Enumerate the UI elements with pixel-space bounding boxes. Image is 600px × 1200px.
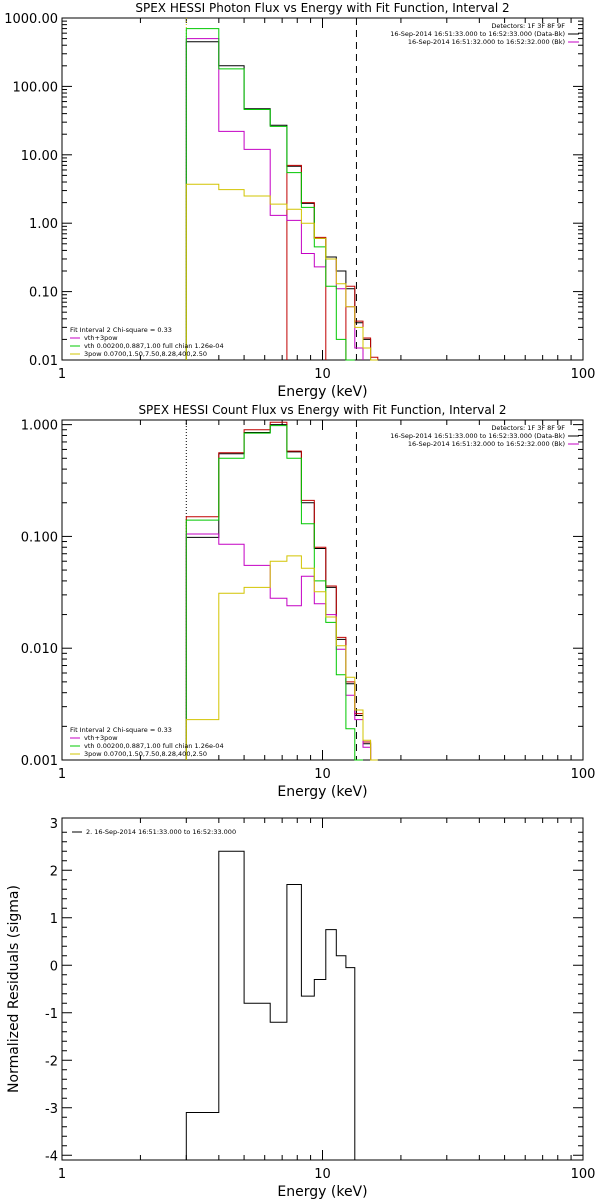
legend-entry-label: 3pow 0.0700,1.50,7.50,8.28,400,2.50	[84, 750, 207, 758]
x-tick-label: 10	[314, 767, 331, 782]
chart-panel-2: SPEX HESSI Count Flux vs Energy with Fit…	[21, 403, 596, 800]
x-tick-label: 1	[58, 367, 66, 382]
x-tick-label: 100	[571, 367, 596, 382]
series-3-histogram	[185, 533, 372, 760]
legend-entry-label: 3pow 0.0700,1.50,7.50,8.28,400,2.50	[84, 350, 207, 358]
legend-entry-label: 16-Sep-2014 16:51:33.000 to 16:52:33.000…	[390, 432, 565, 440]
series-1-histogram	[185, 850, 356, 1160]
legend-detectors: Detectors: 1F 3F 8F 9F	[491, 424, 565, 432]
series-1-histogram	[185, 41, 378, 361]
series-2-histogram	[286, 164, 379, 360]
legend-fit-info: Fit Interval 2 Chi-square = 0.33	[70, 726, 172, 734]
legend-fit-info: Fit Interval 2 Chi-square = 0.33	[70, 326, 172, 334]
plot-frame	[61, 419, 584, 761]
y-tick-label: 10.00	[21, 149, 58, 164]
x-axis-label: Energy (keV)	[277, 384, 367, 400]
x-tick-label: 1	[58, 767, 66, 782]
series-1-histogram	[185, 424, 372, 760]
y-tick-label: -1	[45, 1007, 58, 1022]
series-4-histogram	[185, 425, 363, 761]
y-tick-label: 0.100	[21, 530, 58, 545]
legend-detectors: Detectors: 1F 3F 8F 9F	[491, 22, 565, 30]
legend-entry-label: 16-Sep-2014 16:51:32.000 to 16:52:32.000…	[408, 440, 565, 448]
series-4-histogram	[185, 28, 355, 361]
y-tick-label: 0.10	[29, 286, 58, 301]
x-tick-label: 100	[571, 767, 596, 782]
chart-panel-1: SPEX HESSI Photon Flux vs Energy with Fi…	[4, 1, 595, 400]
legend-entry-label: 16-Sep-2014 16:51:32.000 to 16:52:32.000…	[408, 38, 565, 46]
x-axis-label: Energy (keV)	[277, 1184, 367, 1200]
y-tick-label: 0.001	[21, 754, 58, 769]
y-tick-label: 1.000	[21, 419, 58, 434]
x-tick-label: 100	[571, 1167, 596, 1182]
series-2-histogram	[185, 421, 372, 760]
plot-frame	[61, 817, 584, 1161]
y-tick-label: -4	[45, 1149, 58, 1164]
x-axis-label: Energy (keV)	[277, 784, 367, 800]
legend-entry-label: vth+3pow	[84, 334, 118, 342]
y-tick-label: 0	[50, 959, 58, 974]
y-tick-label: 0.01	[29, 354, 58, 369]
y-tick-label: 1.00	[29, 217, 58, 232]
y-tick-label: -3	[45, 1102, 58, 1117]
y-tick-label: 3	[50, 817, 58, 832]
chart-title: SPEX HESSI Photon Flux vs Energy with Fi…	[135, 1, 509, 15]
legend-entry-label: vth 0.00200,0.887,1.00 full chian 1.26e-…	[84, 342, 224, 350]
series-5-histogram	[185, 555, 378, 761]
x-tick-label: 10	[314, 1167, 331, 1182]
y-tick-label: 1000.00	[4, 12, 58, 27]
y-tick-label: 2	[50, 864, 58, 879]
x-tick-label: 10	[314, 367, 331, 382]
y-tick-label: 0.010	[21, 642, 58, 657]
y-axis-label: Normalized Residuals (sigma)	[6, 885, 22, 1093]
y-tick-label: 1	[50, 912, 58, 927]
legend-entry-label: vth+3pow	[84, 734, 118, 742]
series-5-histogram	[185, 183, 378, 361]
legend-entry-label: 2. 16-Sep-2014 16:51:33.000 to 16:52:33.…	[86, 828, 236, 836]
x-tick-label: 1	[58, 1167, 66, 1182]
y-tick-label: 100.00	[13, 80, 59, 95]
plot-frame	[61, 17, 584, 361]
legend-entry-label: vth 0.00200,0.887,1.00 full chian 1.26e-…	[84, 742, 224, 750]
chart-title: SPEX HESSI Count Flux vs Energy with Fit…	[138, 403, 506, 417]
legend-entry-label: 16-Sep-2014 16:51:33.000 to 16:52:33.000…	[390, 30, 565, 38]
y-tick-label: -2	[45, 1054, 58, 1069]
